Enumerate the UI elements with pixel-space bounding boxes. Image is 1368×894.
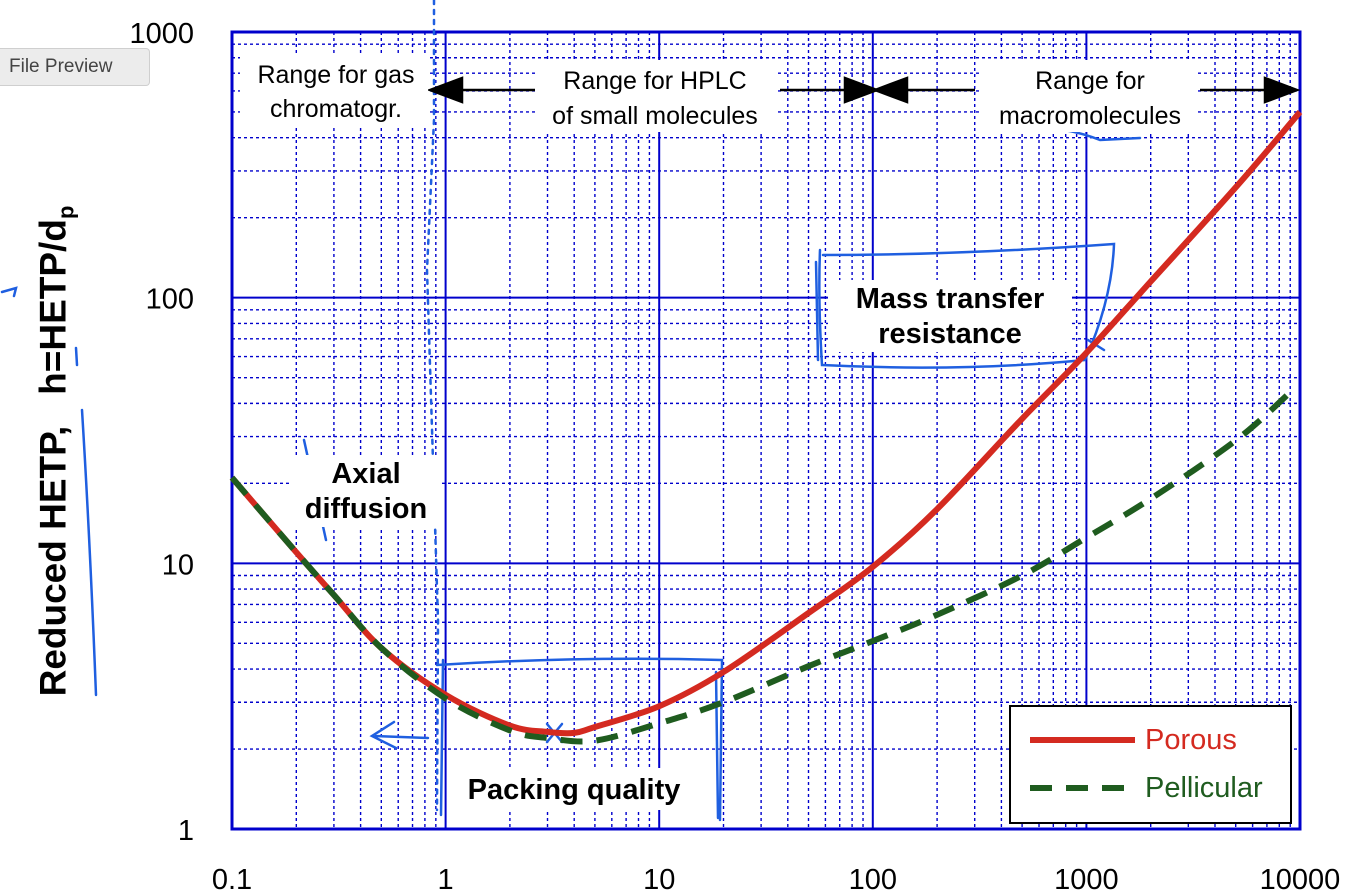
- x-tick-label: 10000: [1260, 864, 1341, 894]
- axial-line2: diffusion: [305, 493, 427, 525]
- x-tick-label: 100: [849, 864, 897, 894]
- gas-range-line1: Range for gas: [257, 61, 414, 89]
- packing-label-bg: [448, 768, 702, 810]
- x-tick-label: 1000: [1054, 864, 1119, 894]
- hplc-label-bg: [535, 60, 777, 132]
- series-line-porous: [229, 110, 1303, 737]
- y-tick-label: 1: [178, 815, 194, 847]
- y-axis-label-formula: h=HETP/d: [32, 219, 74, 395]
- macro-range-line1: Range for: [1035, 67, 1145, 95]
- hplc-range-line1: Range for HPLC: [563, 67, 746, 95]
- gas-label-bg: [240, 56, 428, 128]
- y-axis-label-subscript: p: [53, 205, 79, 220]
- x-tick-labels: 0.1 1 10 100 1000 10000: [212, 864, 1340, 894]
- series: [229, 110, 1303, 745]
- hplc-range-line2: of small molecules: [552, 102, 758, 130]
- gas-range-line2: chromatogr.: [270, 95, 402, 123]
- y-axis-label: Reduced HETP, h=HETP/dp: [32, 206, 79, 697]
- mass-label-bg: [828, 280, 1072, 352]
- packing-right-stroke: [714, 670, 720, 820]
- y-tick-label: 100: [146, 284, 194, 316]
- file-preview-button[interactable]: File Preview: [0, 48, 150, 86]
- legend: Porous Pellicular: [1009, 705, 1292, 824]
- y-tick-labels: 1 10 100 1000: [129, 18, 194, 847]
- x-tick-label: 1: [438, 864, 454, 894]
- grid: [231, 32, 1300, 830]
- plot-frame: [230, 30, 1302, 831]
- range-arrows: [426, 76, 1301, 104]
- legend-porous-label: Porous: [1145, 724, 1237, 756]
- legend-box: [1009, 705, 1292, 824]
- y-axis-label-main: Reduced HETP,: [32, 425, 74, 697]
- box-left-stroke: [814, 260, 820, 362]
- ylabel-hook: [0, 286, 18, 298]
- packing-left-stroke: [439, 658, 445, 817]
- mass-line2: resistance: [878, 318, 1022, 350]
- vertical-dashed-line: [425, 0, 440, 812]
- mass-line1: Mass transfer: [856, 283, 1045, 315]
- y-tick-label: 10: [162, 549, 194, 581]
- axial-line1: Axial: [331, 458, 400, 490]
- macro-label-bg: [982, 60, 1198, 132]
- packing-bracket: [435, 657, 724, 822]
- packing-label: Packing quality: [468, 774, 681, 806]
- left-arrow: [369, 720, 430, 750]
- y-tick-label: 1000: [129, 18, 194, 50]
- x-tick-label: 0.1: [212, 864, 252, 894]
- axial-label-bg: [292, 455, 440, 527]
- mass-transfer-box: [818, 242, 1116, 369]
- x-tick-label: 10: [643, 864, 675, 894]
- ylabel-stroke: [80, 408, 98, 697]
- series-line-pellicular: [229, 390, 1293, 745]
- ylabel-tick: [74, 346, 79, 367]
- macro-range-line2: macromolecules: [999, 102, 1181, 130]
- legend-pellicular-label: Pellicular: [1145, 772, 1263, 804]
